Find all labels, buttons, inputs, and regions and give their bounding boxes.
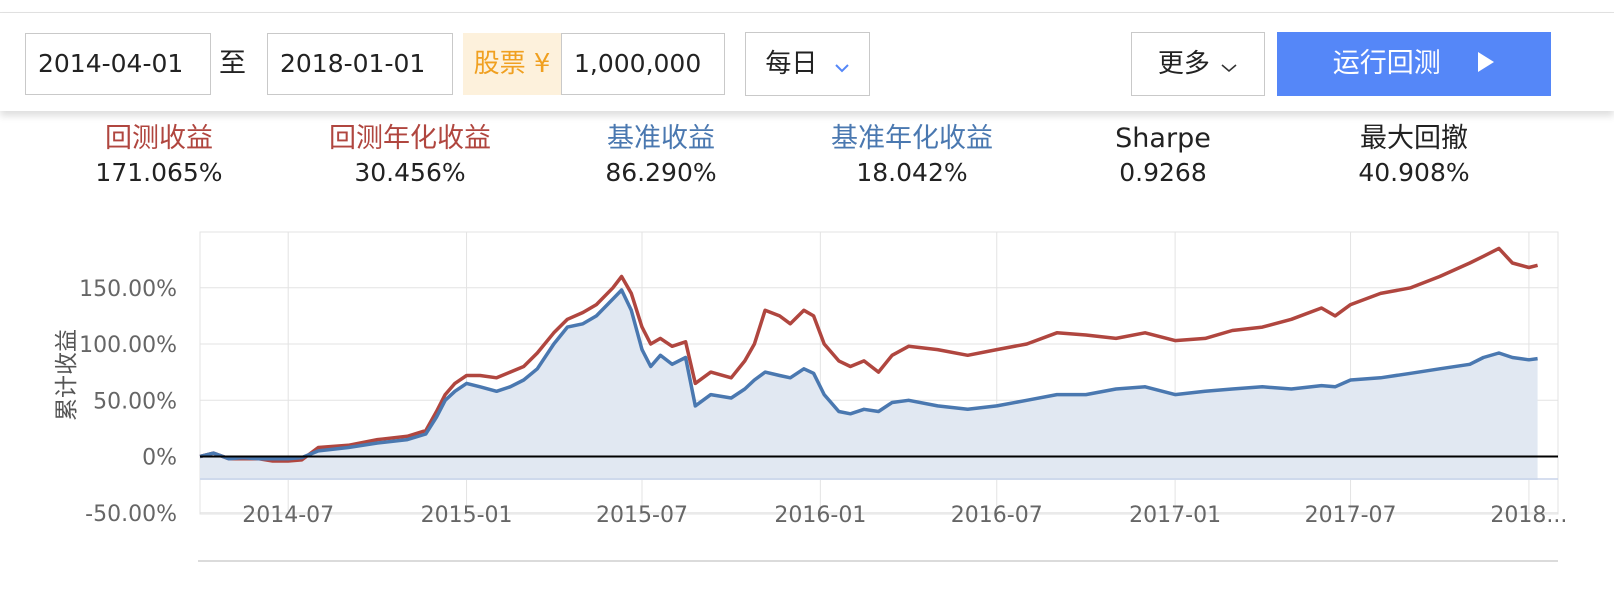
top-divider: [0, 12, 1614, 13]
x-tick-label: 2017-01: [1129, 503, 1221, 528]
end-date-input[interactable]: 2018-01-01: [267, 33, 453, 95]
x-tick-label: 2018...: [1490, 503, 1567, 528]
x-tick-label: 2016-01: [774, 503, 866, 528]
x-tick-label: 2014-07: [242, 503, 334, 528]
x-tick-label: 2015-07: [596, 503, 688, 528]
run-backtest-label: 运行回测: [1332, 48, 1441, 79]
y-tick-label: 50.00%: [93, 389, 177, 414]
metric-sharpe: Sharpe 0.9268: [1053, 122, 1273, 190]
capital-input[interactable]: 1,000,000: [561, 33, 725, 95]
date-range-separator: 至: [219, 48, 246, 79]
benchmark-area: [200, 290, 1538, 480]
metric-value: 0.9268: [1119, 158, 1207, 187]
metric-label: 最大回撤: [1360, 123, 1468, 154]
metric-benchmark-annual-return: 基准年化收益 18.042%: [802, 122, 1022, 190]
metric-backtest-return: 回测收益 171.065%: [49, 122, 269, 190]
chevron-down-icon: [1220, 34, 1238, 96]
stock-capital-label: 股票 ¥: [463, 33, 561, 95]
strategy-return-line: [199, 246, 1539, 463]
metric-value: 30.456%: [354, 158, 466, 187]
x-tick-label: 2016-07: [951, 503, 1043, 528]
start-date-input[interactable]: 2014-04-01: [25, 33, 211, 95]
frequency-value: 每日: [765, 49, 818, 79]
y-tick-label: 150.00%: [79, 277, 177, 302]
metric-value: 40.908%: [1358, 158, 1470, 187]
more-options-label: 更多: [1157, 49, 1210, 79]
metric-value: 86.290%: [605, 158, 717, 187]
backtest-toolbar: 2014-04-01 至 2018-01-01 股票 ¥ 1,000,000 每…: [0, 13, 1614, 111]
y-tick-label: 0%: [142, 446, 177, 471]
frequency-select[interactable]: 每日: [745, 32, 870, 96]
metric-value: 18.042%: [856, 158, 968, 187]
x-tick-label: 2017-07: [1305, 503, 1397, 528]
y-tick-label: -50.00%: [85, 502, 177, 527]
metric-label: 回测年化收益: [329, 123, 491, 154]
x-tick-label: 2015-01: [421, 503, 513, 528]
metric-backtest-annual-return: 回测年化收益 30.456%: [300, 122, 520, 190]
metric-benchmark-return: 基准收益 86.290%: [551, 122, 771, 190]
metric-value: 171.065%: [95, 158, 223, 187]
metric-label: Sharpe: [1115, 123, 1211, 154]
run-backtest-button[interactable]: 运行回测: [1277, 32, 1551, 96]
play-icon: [1477, 33, 1495, 97]
metric-label: 基准年化收益: [831, 123, 993, 154]
metric-label: 回测收益: [105, 123, 213, 154]
metric-label: 基准收益: [607, 123, 715, 154]
benchmark-return-line: [199, 288, 1538, 461]
chevron-down-icon: [834, 34, 850, 96]
metric-max-drawdown: 最大回撤 40.908%: [1304, 122, 1524, 190]
y-tick-label: 100.00%: [79, 333, 177, 358]
more-options-button[interactable]: 更多: [1131, 32, 1265, 96]
